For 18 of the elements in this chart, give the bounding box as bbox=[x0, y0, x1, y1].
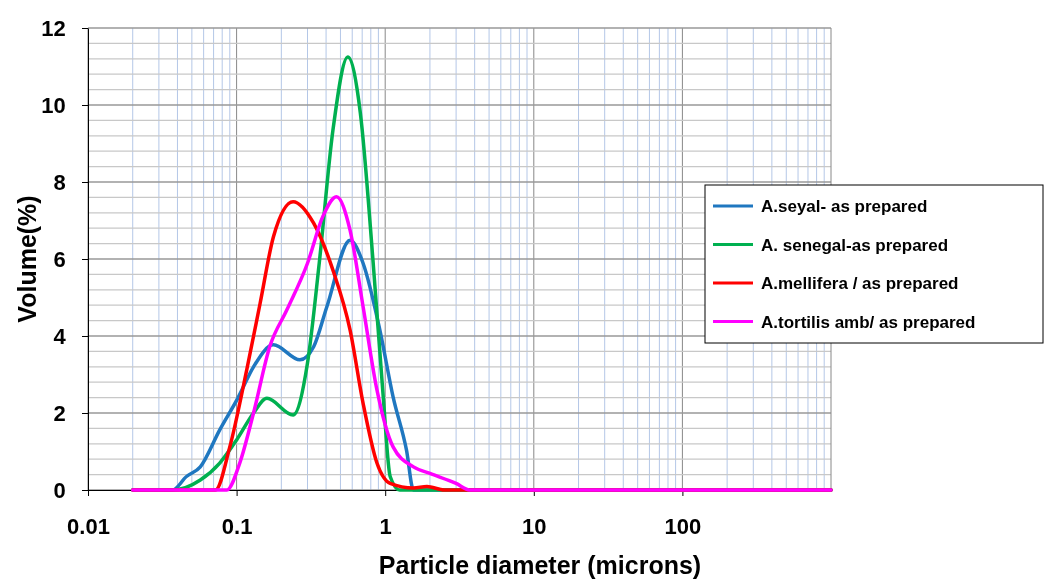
y-tick-label: 6 bbox=[53, 246, 66, 272]
x-tick-label: 10 bbox=[522, 514, 547, 540]
x-tick-label: 0.01 bbox=[67, 514, 110, 540]
x-tick-label: 0.1 bbox=[221, 514, 253, 540]
x-tick-label: 100 bbox=[664, 514, 702, 540]
y-tick-label: 4 bbox=[53, 323, 67, 349]
y-tick-label: 0 bbox=[53, 477, 66, 503]
legend-label: A. senegal-as prepared bbox=[761, 235, 949, 255]
legend-label: A.tortilis amb/ as prepared bbox=[761, 312, 976, 332]
y-tick-label: 8 bbox=[53, 169, 66, 195]
y-axis-title: Volume(%) bbox=[13, 195, 41, 323]
y-tick-label: 2 bbox=[53, 400, 66, 426]
y-tick-label: 10 bbox=[41, 92, 66, 118]
x-axis-title: Particle diameter (microns) bbox=[378, 551, 702, 579]
legend-label: A.seyal- as prepared bbox=[761, 197, 928, 216]
x-tick-label: 1 bbox=[379, 514, 392, 540]
legend-label: A.mellifera / as prepared bbox=[761, 274, 959, 293]
y-tick-label: 12 bbox=[41, 15, 66, 41]
